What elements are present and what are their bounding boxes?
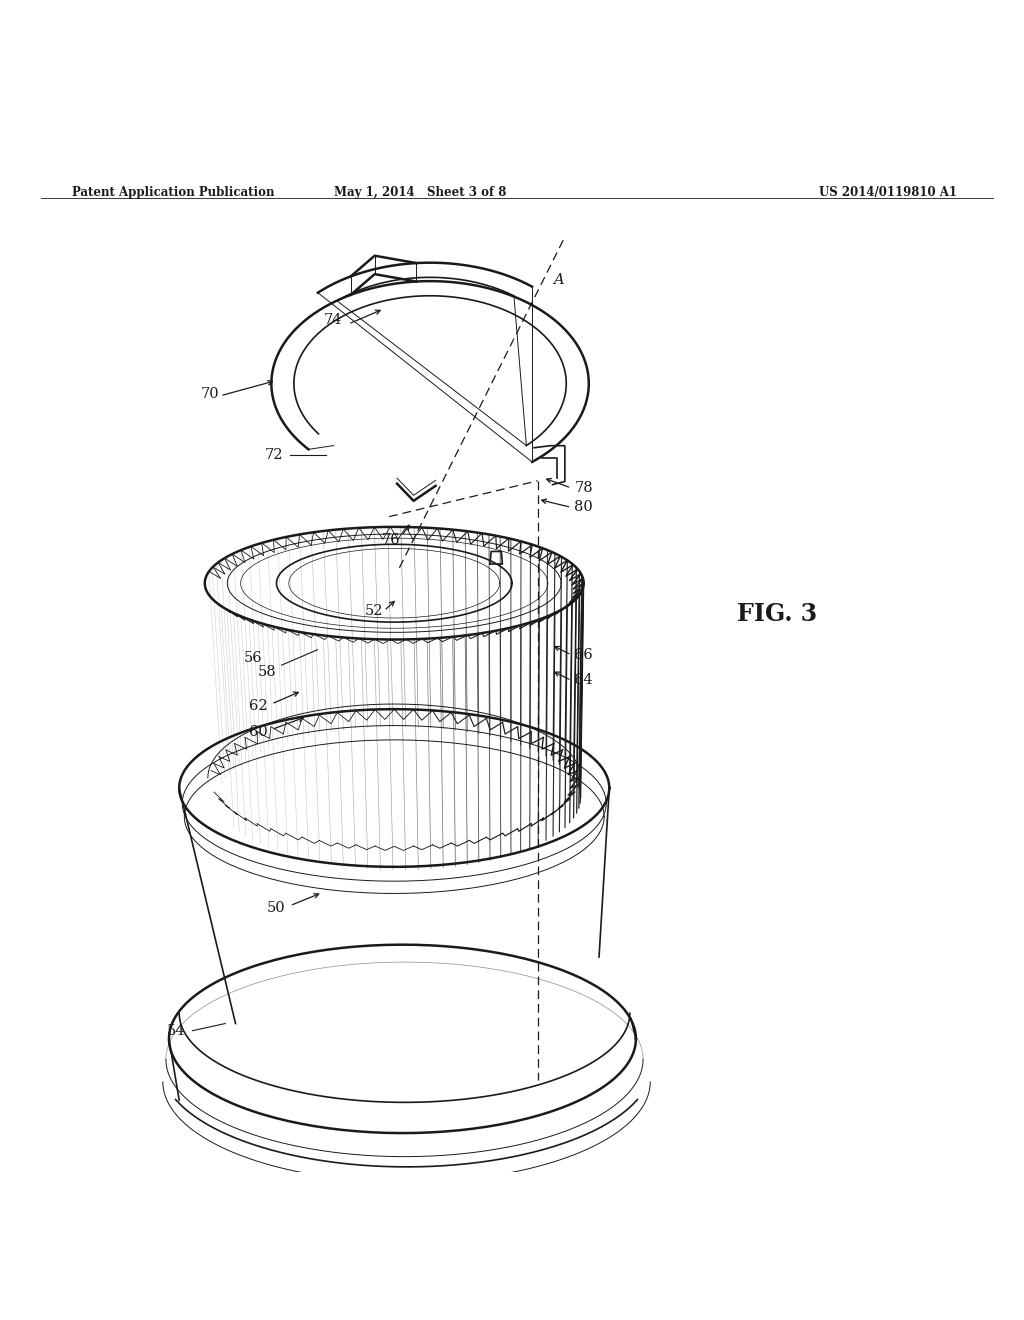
Text: 50: 50 bbox=[267, 900, 286, 915]
Text: 64: 64 bbox=[574, 673, 593, 688]
Text: 54: 54 bbox=[167, 1024, 185, 1038]
Text: 78: 78 bbox=[574, 480, 593, 495]
Text: 52: 52 bbox=[365, 603, 383, 618]
Text: US 2014/0119810 A1: US 2014/0119810 A1 bbox=[819, 186, 957, 199]
Text: 80: 80 bbox=[574, 500, 593, 515]
Text: 56: 56 bbox=[244, 651, 262, 665]
Text: Patent Application Publication: Patent Application Publication bbox=[72, 186, 274, 199]
Text: 74: 74 bbox=[324, 313, 342, 327]
Text: 72: 72 bbox=[265, 449, 284, 462]
Text: 66: 66 bbox=[574, 648, 593, 661]
Text: May 1, 2014   Sheet 3 of 8: May 1, 2014 Sheet 3 of 8 bbox=[334, 186, 506, 199]
Text: 62: 62 bbox=[249, 700, 267, 713]
Text: 60: 60 bbox=[249, 725, 267, 739]
Text: 70: 70 bbox=[201, 387, 219, 401]
Text: FIG. 3: FIG. 3 bbox=[737, 602, 817, 626]
Text: 76: 76 bbox=[382, 533, 400, 548]
Text: 58: 58 bbox=[258, 665, 276, 680]
Text: A: A bbox=[553, 273, 563, 286]
